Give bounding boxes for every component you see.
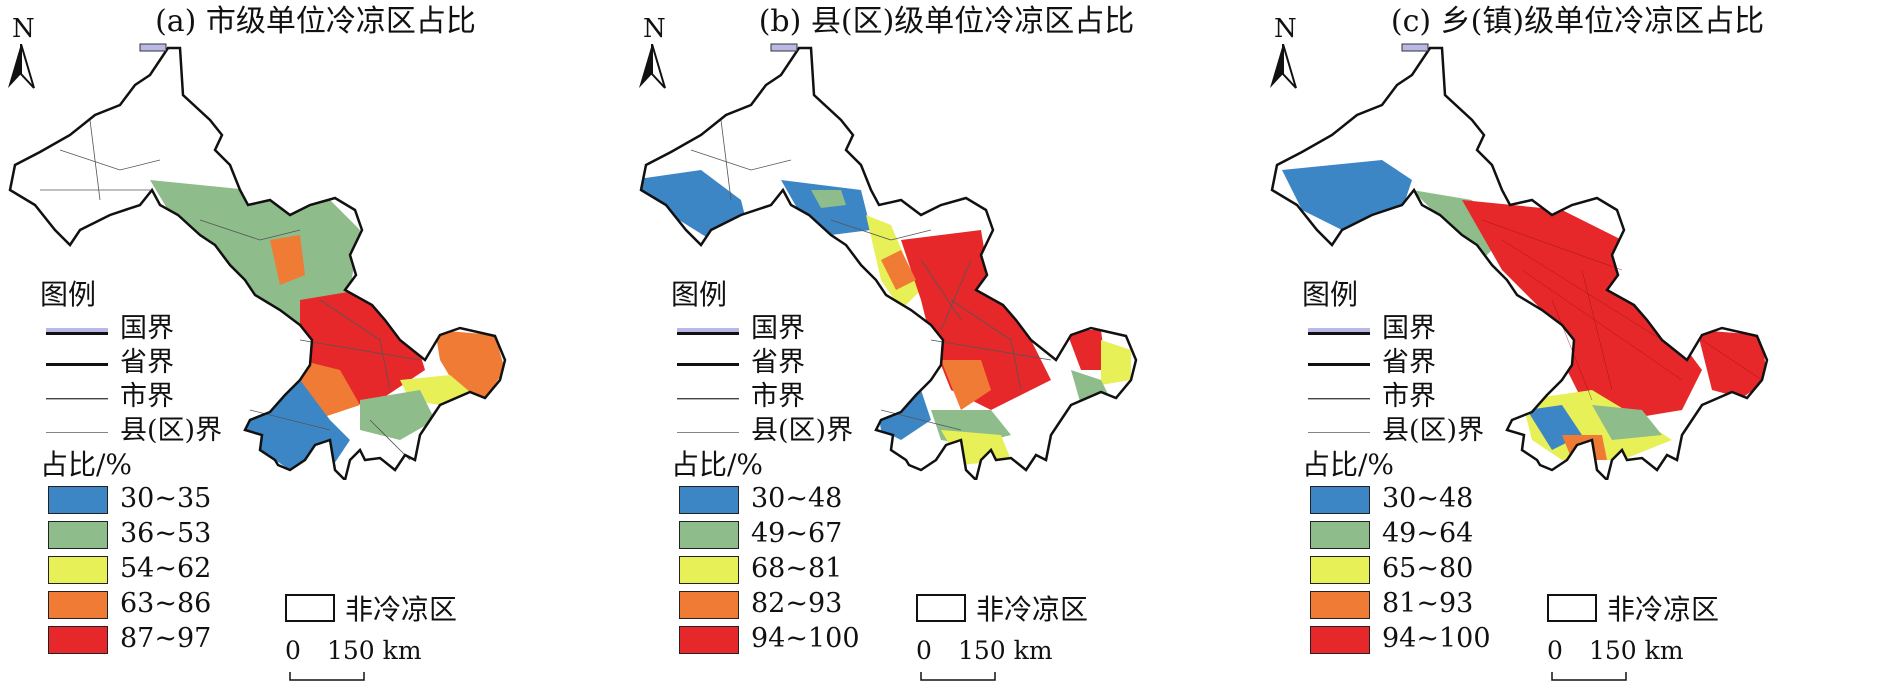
panel-title: (b) 县(区)级单位冷凉区占比 — [758, 4, 1135, 39]
region-orange-2 — [941, 360, 991, 410]
legend-county: 县(区)界 — [1308, 415, 1485, 446]
legend-ratio-title: 占比/% — [671, 448, 764, 481]
region-orange-east — [435, 330, 505, 398]
legend-class-3: 65~80 — [1302, 552, 1602, 587]
legend-county: 县(区)界 — [46, 415, 223, 446]
legend: 图例 国界 省界 市界 县(区)界 占比/% 30~48 49~67 68~81… — [671, 278, 971, 657]
legend: 图例 国界 省界 市界 县(区)界 占比/% 30~48 49~64 65~80… — [1302, 278, 1602, 657]
legend-county: 县(区)界 — [677, 415, 854, 446]
panel-a: (a) 市级单位冷凉区占比 N 图例 国界 省界 市界 县(区)界 占比/ — [0, 0, 631, 693]
region-orange — [270, 235, 305, 285]
legend-class-2: 49~64 — [1302, 517, 1602, 552]
legend-national: 国界 — [671, 312, 971, 346]
legend-national: 国界 — [1302, 312, 1602, 346]
map-c — [1270, 43, 1769, 480]
legend-ratio-title: 占比/% — [40, 448, 133, 481]
legend-class-2: 36~53 — [40, 517, 340, 552]
region-green — [811, 190, 846, 208]
region-blue-hexi — [781, 180, 871, 235]
legend-class-5: 87~97 — [40, 622, 340, 657]
north-letter: N — [643, 14, 666, 44]
panel-title: (a) 市级单位冷凉区占比 — [155, 4, 476, 39]
scale-bar: 0 150 km — [285, 636, 485, 686]
north-arrow-icon: N — [6, 14, 40, 98]
legend-provincial: 省界 — [671, 346, 971, 380]
north-letter: N — [12, 14, 35, 44]
panel-b: (b) 县(区)级单位冷凉区占比 N 图例 — [631, 0, 1262, 693]
scale-bar: 0 150 km — [916, 636, 1116, 686]
panel-title: (c) 乡(镇)级单位冷凉区占比 — [1390, 4, 1765, 39]
legend-title: 图例 — [671, 278, 728, 311]
legend-class-5: 94~100 — [1302, 622, 1602, 657]
north-arrow-icon: N — [1268, 14, 1302, 98]
legend-class-4: 81~93 — [1302, 587, 1602, 622]
region-green-south — [1592, 405, 1662, 440]
region-green-s — [360, 390, 435, 440]
region-red — [1462, 200, 1702, 420]
legend-class-3: 54~62 — [40, 552, 340, 587]
map-b — [639, 43, 1138, 480]
region-green-hexi — [1412, 190, 1502, 260]
legend-title: 图例 — [1302, 278, 1359, 311]
legend-city: 市界 — [1302, 380, 1602, 414]
legend-class-3: 68~81 — [671, 552, 971, 587]
region-orange — [881, 250, 916, 290]
legend-ratio-title: 占比/% — [1302, 448, 1395, 481]
legend-class-4: 63~86 — [40, 587, 340, 622]
legend-class-1: 30~48 — [671, 482, 971, 517]
legend-class-5: 94~100 — [671, 622, 971, 657]
legend: 图例 国界 省界 市界 县(区)界 占比/% 30~35 36~53 54~62… — [40, 278, 340, 657]
legend-provincial: 省界 — [40, 346, 340, 380]
legend-provincial: 省界 — [1302, 346, 1602, 380]
north-arrow-icon: N — [637, 14, 671, 98]
scale-bar: 0 150 km — [1547, 636, 1747, 686]
legend-national: 国界 — [40, 312, 340, 346]
legend-class-4: 82~93 — [671, 587, 971, 622]
legend-class-1: 30~35 — [40, 482, 340, 517]
legend-title: 图例 — [40, 278, 97, 311]
legend-class-2: 49~67 — [671, 517, 971, 552]
region-blue-west — [641, 170, 751, 240]
region-blue-west — [1282, 160, 1412, 230]
legend-class-1: 30~48 — [1302, 482, 1602, 517]
legend-city: 市界 — [671, 380, 971, 414]
map-a — [8, 43, 507, 480]
legend-city: 市界 — [40, 380, 340, 414]
panel-c: (c) 乡(镇)级单位冷凉区占比 N 图例 国界 省界 市界 县(区)界 占比/… — [1262, 0, 1893, 693]
north-letter: N — [1274, 14, 1297, 44]
region-yellow-east — [1101, 340, 1131, 385]
region-red-east — [1066, 330, 1106, 370]
region-red — [901, 230, 1051, 410]
region-red-east — [1697, 330, 1767, 398]
